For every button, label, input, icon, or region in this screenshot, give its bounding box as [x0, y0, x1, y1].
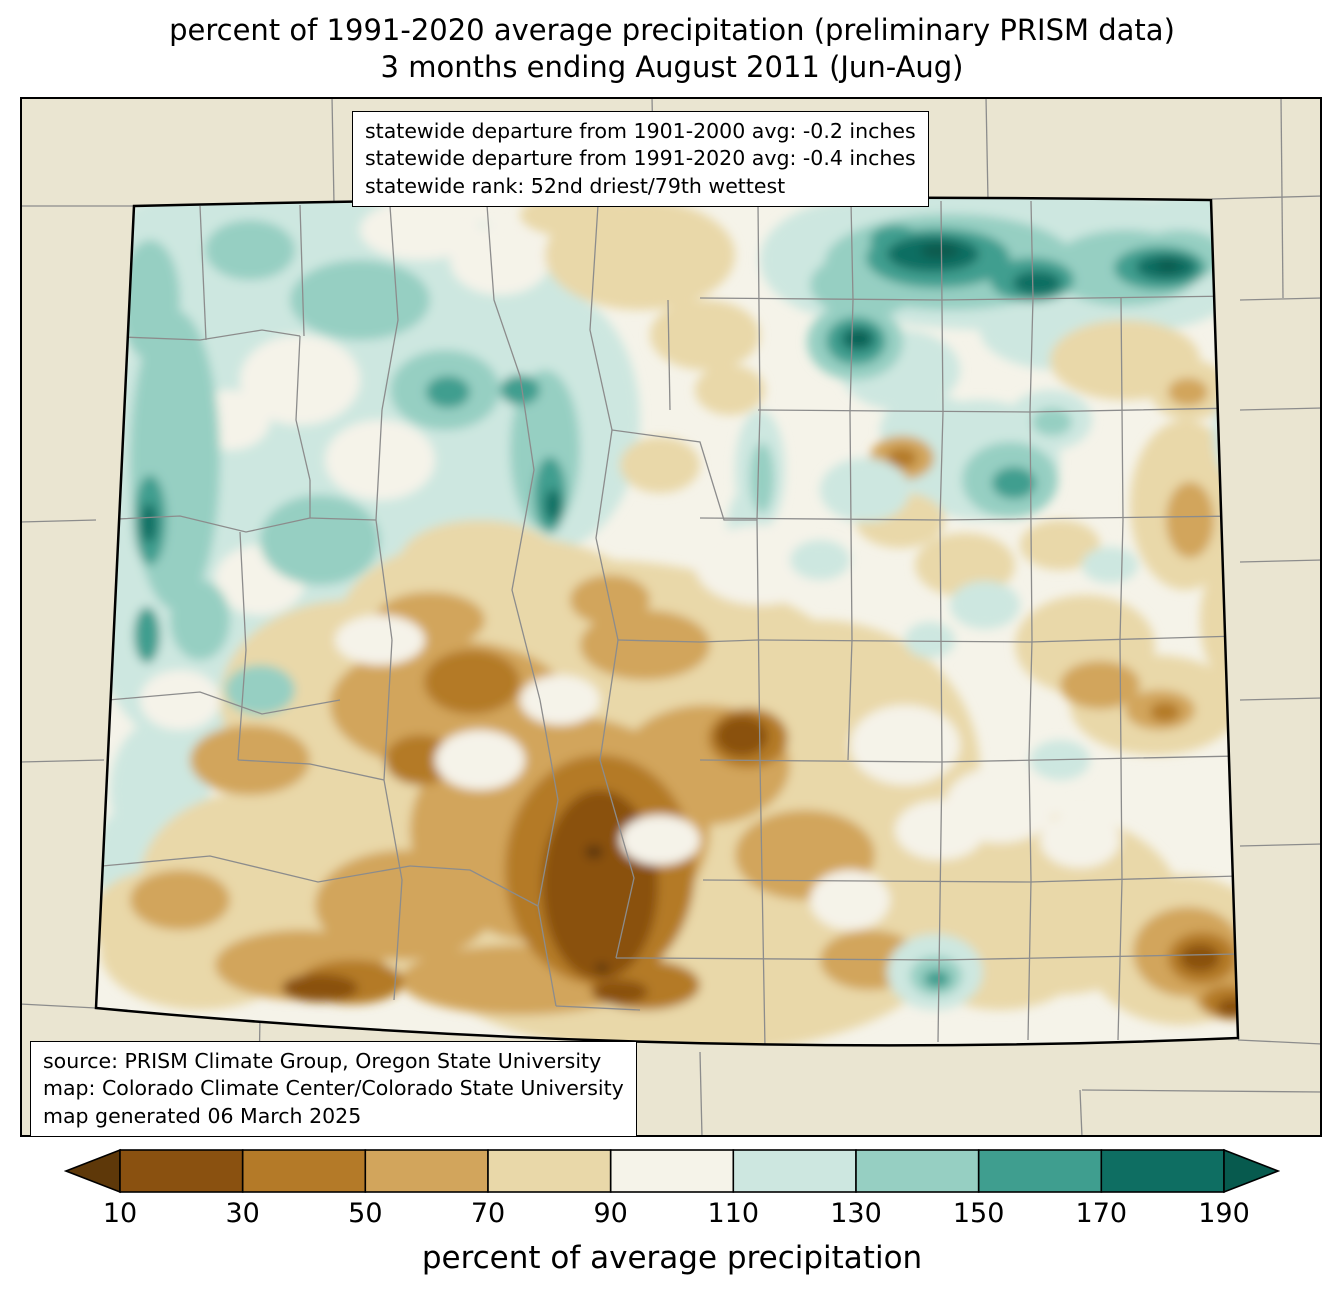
colorbar-tick: 170 [1075, 1198, 1128, 1229]
colorbar-label: percent of average precipitation [421, 1240, 923, 1276]
stats-line-2: statewide departure from 1991-2020 avg: … [365, 146, 916, 171]
colorado-precipitation-map [20, 97, 1322, 1137]
colorbar-segment [732, 1149, 857, 1193]
colorbar-arrow-low [63, 1148, 121, 1194]
colorbar-ticks: 10 30 50 70 90 110 130 150 170 190 [103, 1198, 1250, 1234]
neighbor-state-lines [20, 97, 1322, 1137]
precip-contour-blobs [96, 197, 1238, 1046]
colorbar-tick: 130 [830, 1198, 882, 1229]
colorbar-segment [364, 1149, 489, 1193]
colorbar-arrow-high [1223, 1148, 1281, 1194]
colorbar-segment [977, 1149, 1103, 1193]
colorbar-tick: 190 [1198, 1198, 1250, 1229]
map-frame [20, 97, 1322, 1137]
source-line-3: map generated 06 March 2025 [43, 1103, 362, 1128]
colorbar [63, 1148, 1281, 1194]
source-line-1: source: PRISM Climate Group, Oregon Stat… [43, 1049, 602, 1073]
page-title: percent of 1991-2020 average precipitati… [0, 12, 1344, 86]
colorbar-segment [487, 1149, 612, 1193]
title-line2: 3 months ending August 2011 (Jun-Aug) [380, 50, 964, 85]
title-line1: percent of 1991-2020 average precipitati… [169, 13, 1175, 47]
colorbar-tick: 150 [952, 1198, 1005, 1229]
colorbar-segment [119, 1149, 244, 1193]
colorbar-tick: 50 [348, 1198, 383, 1229]
county-boundaries [96, 200, 1238, 1046]
colorbar-tick: 110 [707, 1198, 760, 1229]
colorbar-segment [855, 1149, 980, 1193]
stats-line-1: statewide departure from 1901-2000 avg: … [365, 119, 916, 143]
source-line-2: map: Colorado Climate Center/Colorado St… [43, 1076, 624, 1101]
statewide-stats-box: statewide departure from 1901-2000 avg: … [352, 111, 929, 207]
colorbar-tick: 90 [593, 1198, 628, 1229]
stats-line-3: statewide rank: 52nd driest/79th wettest [365, 173, 786, 198]
colorbar-tick: 10 [102, 1198, 138, 1229]
colorbar-tick: 70 [470, 1198, 506, 1229]
colorbar-segment [1100, 1149, 1225, 1193]
source-attribution-box: source: PRISM Climate Group, Oregon Stat… [30, 1041, 637, 1137]
colorbar-tick: 30 [225, 1198, 260, 1229]
colorbar-segment [609, 1149, 735, 1193]
colorbar-segment [241, 1149, 367, 1193]
colorbar-svg [63, 1148, 1281, 1194]
